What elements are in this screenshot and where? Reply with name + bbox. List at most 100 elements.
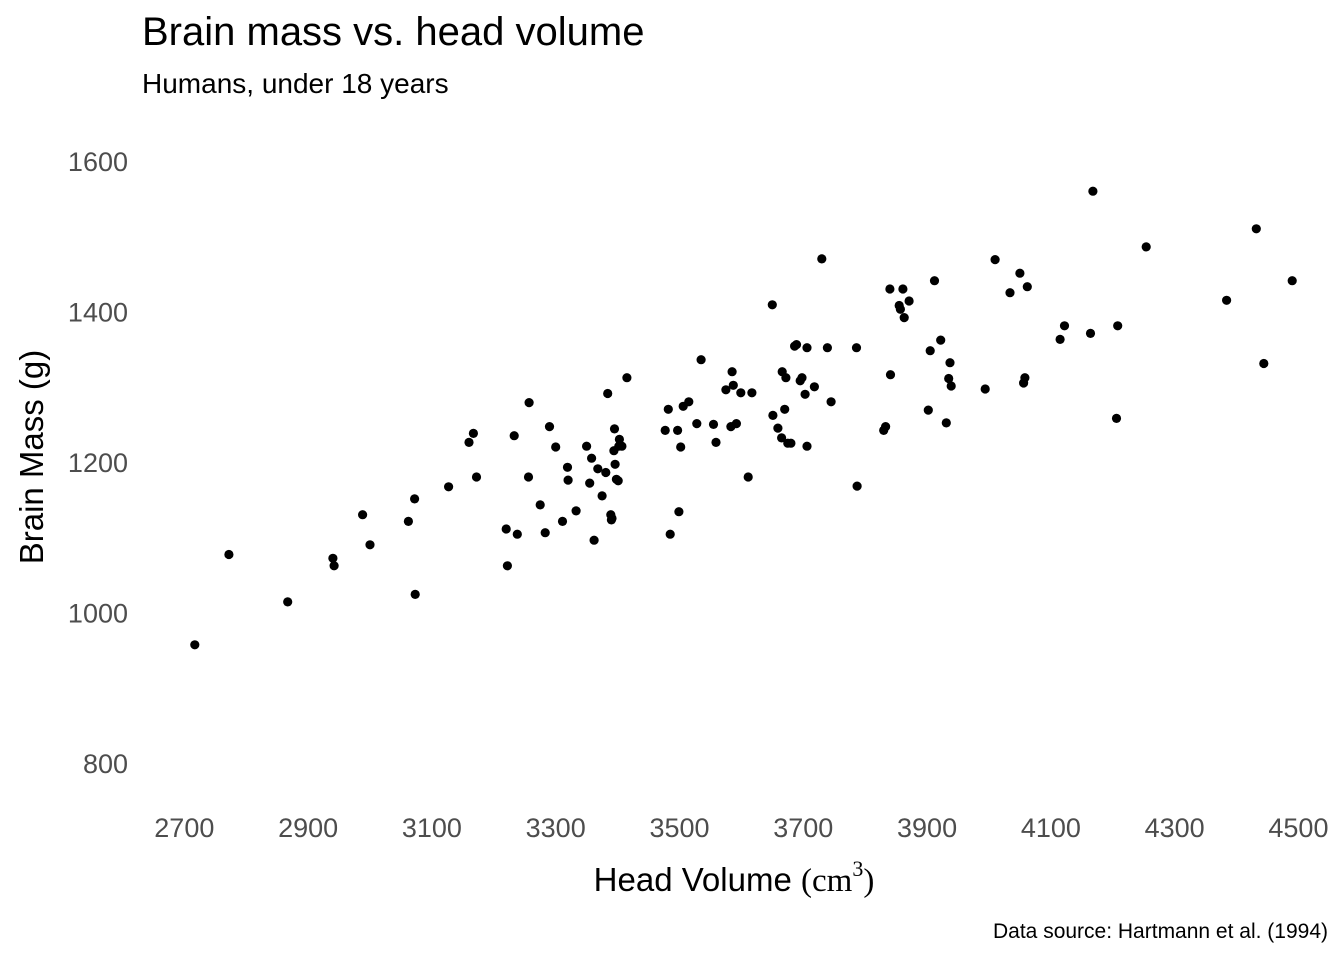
data-point [509,431,519,441]
data-point [1222,295,1232,305]
data-point [743,472,753,482]
data-point [410,589,420,600]
data-point [1005,288,1015,298]
data-point [674,507,684,517]
x-tick-label: 3700 [773,813,833,843]
y-tick-label: 1000 [68,598,128,628]
data-point [728,380,738,390]
data-point [781,373,791,383]
data-point [797,373,807,383]
data-point [328,553,338,563]
x-tick-label: 2700 [154,813,214,843]
data-point [1085,328,1096,338]
x-axis-unit-open-paren: ( [801,863,812,899]
data-point [802,343,812,353]
data-point [851,343,862,353]
data-point [502,561,512,571]
data-points [190,186,1297,650]
data-point [885,284,895,294]
data-point [535,500,545,510]
data-point [721,385,731,395]
data-point [895,304,906,314]
data-point [802,441,812,451]
data-point [773,423,783,433]
data-point [523,472,534,482]
data-point [791,340,802,350]
data-point [881,422,891,432]
data-point [660,425,670,435]
y-tick-label: 1400 [68,298,128,328]
data-point [944,373,954,384]
data-point [358,510,368,520]
data-point [557,516,568,527]
data-point [768,410,778,420]
data-point [468,428,478,438]
data-point [1015,268,1025,278]
data-point [603,388,613,399]
data-point [1059,321,1070,331]
data-point [562,462,573,472]
y-tick-label: 800 [83,749,128,779]
data-point [563,475,573,485]
data-point [822,343,833,353]
data-point [676,442,686,452]
data-point [512,529,522,539]
data-point [582,441,592,451]
y-axis-ticks: 800 1000 1200 1400 1600 [68,147,128,779]
data-point [980,384,990,394]
data-point [589,535,599,545]
data-point [711,437,721,447]
x-tick-label: 4500 [1268,813,1328,843]
data-point [1259,358,1269,369]
data-point [663,404,673,414]
data-point [1020,373,1030,383]
data-point [464,437,474,447]
data-point [852,481,862,491]
data-point [708,419,719,429]
data-point [777,433,787,443]
x-axis-unit-close-paren: ) [863,863,874,899]
data-point [1113,321,1123,331]
chart-title: Brain mass vs. head volume [142,10,645,54]
data-point [540,528,550,538]
data-point [747,388,757,398]
data-point [1251,224,1261,234]
data-point [925,346,935,356]
data-point [403,516,413,527]
data-point [885,370,896,380]
data-point [601,467,611,478]
data-point [923,405,933,415]
x-tick-label: 2900 [278,813,338,843]
data-point [593,464,603,474]
data-point [809,382,820,392]
data-point [727,367,737,377]
data-point [898,284,908,294]
data-point [786,438,796,448]
data-point [613,476,623,486]
x-axis-label: Head Volume [594,861,792,898]
data-point [571,506,581,516]
data-point [945,358,955,368]
y-axis-title: Brain Mass (g) [13,350,50,565]
data-point [1022,282,1032,292]
data-point [365,540,375,550]
data-point [1111,413,1122,423]
data-point [990,255,1000,265]
data-point [817,254,827,264]
data-point [731,419,742,429]
x-axis-title: Head Volume (cm3) [594,856,875,899]
x-axis-unit-exponent: 3 [852,856,863,881]
data-point [665,529,675,539]
data-point [826,397,836,407]
data-point [607,513,617,524]
data-point [329,561,339,571]
data-point [929,276,940,286]
data-point [544,422,555,432]
x-axis-ticks: 2700 2900 3100 3300 3500 3700 3900 4100 4300 4500 [154,813,1328,843]
data-point [936,335,946,345]
x-tick-label: 3100 [402,813,462,843]
data-point [585,478,595,488]
data-point [610,459,620,469]
data-point [444,482,454,492]
